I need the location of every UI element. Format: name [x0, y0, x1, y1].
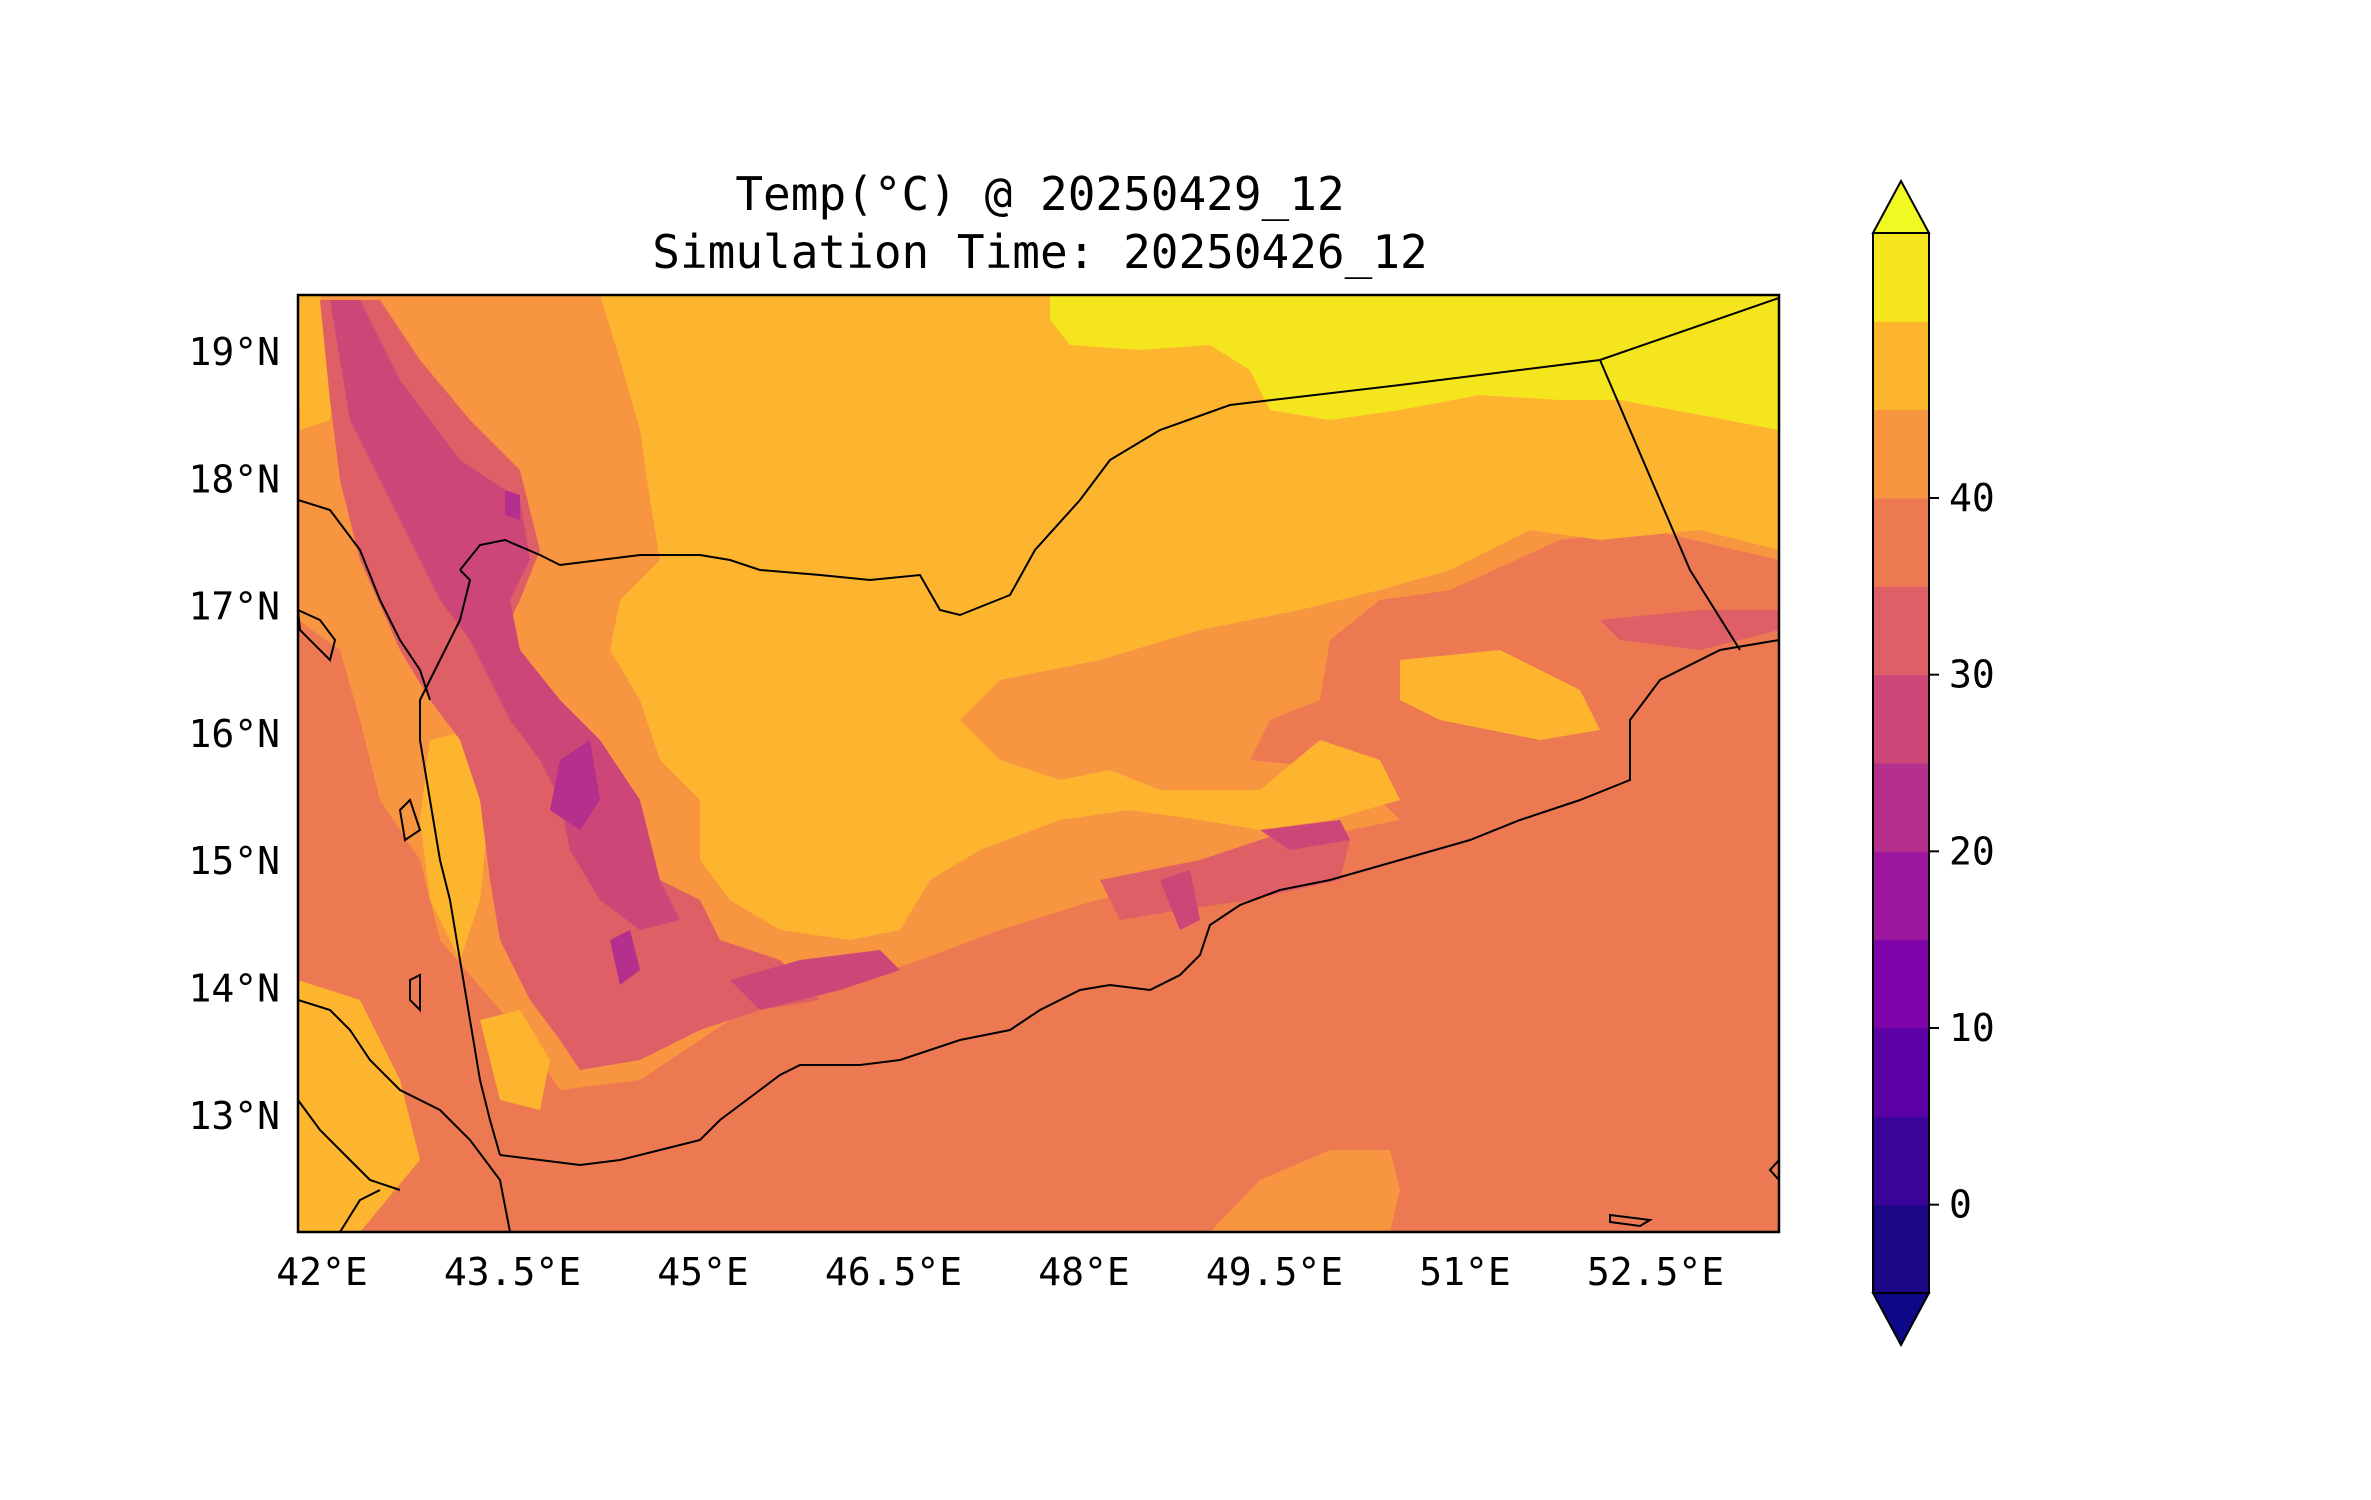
colorbar-bin [1873, 763, 1929, 852]
colorbar-tick-label: 40 [1949, 476, 1995, 520]
lat-tick-label: 17°N [188, 585, 280, 629]
lon-tick-label: 48°E [1038, 1250, 1130, 1294]
colorbar-bin [1873, 233, 1929, 322]
colorbar-bin [1873, 498, 1929, 587]
colorbar-frame [1872, 232, 1930, 1294]
colorbar: 0 10 20 30 40 [1871, 178, 1995, 1348]
lon-tick-label: 49.5°E [1206, 1250, 1343, 1294]
map-frame [296, 293, 1781, 1234]
colorbar-tick-label: 0 [1949, 1183, 1972, 1227]
coastline-west [419, 569, 501, 1156]
colorbar-tick-label: 20 [1949, 829, 1995, 873]
lon-tick-label: 43.5°E [444, 1250, 581, 1294]
country-border-yemen [459, 297, 1779, 617]
colorbar-bin [1873, 321, 1929, 411]
colorbar-bin [1873, 586, 1929, 676]
longitude-tick-labels: 42°E 43.5°E 45°E 46.5°E 48°E 49.5°E 51°E 52.5°E [276, 1250, 1724, 1294]
colorbar-bin [1873, 1116, 1929, 1206]
lat-tick-label: 18°N [188, 457, 280, 501]
colorbar-extend-max [1871, 178, 1931, 234]
lon-tick-label: 46.5°E [825, 1250, 962, 1294]
lat-tick-label: 13°N [188, 1094, 280, 1138]
lon-tick-label: 45°E [657, 1250, 749, 1294]
figure-title-line1: Temp(°C) @ 20250429_12 [735, 167, 1344, 221]
lon-tick-label: 51°E [1419, 1250, 1511, 1294]
colorbar-tick-label: 30 [1949, 653, 1995, 697]
colorbar-bin [1873, 939, 1929, 1029]
latitude-tick-labels: 19°N 18°N 17°N 16°N 15°N 14°N 13°N [188, 330, 280, 1138]
temp-band-40 [600, 295, 1779, 940]
colorbar-bin [1873, 1028, 1929, 1117]
map-area [298, 295, 1779, 1232]
lat-tick-label: 19°N [188, 330, 280, 374]
temp-band-35-sea [1210, 1150, 1400, 1232]
colorbar-bin [1873, 1204, 1929, 1294]
lon-tick-label: 42°E [276, 1250, 368, 1294]
lon-tick-label: 52.5°E [1587, 1250, 1724, 1294]
colorbar-extend-min [1871, 1292, 1931, 1348]
colorbar-bin [1873, 674, 1929, 764]
lat-tick-label: 14°N [188, 967, 280, 1011]
colorbar-bin [1873, 409, 1929, 499]
coastline-south [499, 639, 1779, 1167]
temp-band-45 [1050, 295, 1779, 430]
lat-tick-label: 15°N [188, 839, 280, 883]
colorbar-tick-label: 10 [1949, 1006, 1995, 1050]
colorbar-bin [1873, 851, 1929, 941]
lat-tick-label: 16°N [188, 712, 280, 756]
figure-title-line2: Simulation Time: 20250426_12 [652, 225, 1427, 279]
